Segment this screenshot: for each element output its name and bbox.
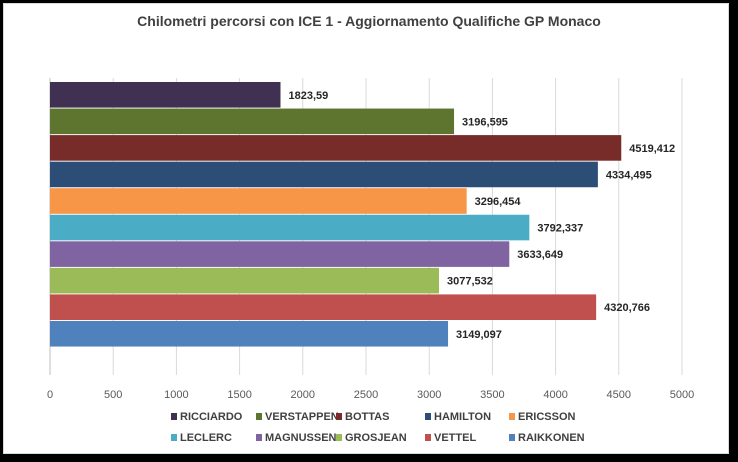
bar-magnussen [50,241,510,267]
x-tick-label: 2000 [291,389,315,401]
x-axis-ticks: 0 500 1000 1500 2000 2500 3000 3500 4000 4500 5000 [47,389,694,401]
legend-label: BOTTAS [345,411,389,423]
x-tick-label: 3500 [480,389,504,401]
data-labels: 1823,59 3196,595 4519,412 4334,495 3296,454 3… [289,90,676,341]
data-label-bottas: 4519,412 [629,143,675,155]
legend-swatch [171,413,177,420]
legend-label: RICCIARDO [180,411,243,423]
legend-swatch [425,434,431,441]
legend-swatch [425,413,431,420]
legend-swatch [171,434,177,441]
x-tick-label: 1000 [164,389,188,401]
x-tick-label: 1500 [227,389,251,401]
bar-hamilton [50,161,598,188]
legend-swatch [256,434,262,441]
bar-vettel [50,294,597,320]
bar-raikkonen [50,320,449,347]
x-tick-label: 4000 [543,389,567,401]
x-tick-label: 500 [104,389,122,401]
legend-swatch [509,413,515,420]
legend-label: LECLERC [180,432,232,444]
data-label-ericsson: 3296,454 [475,196,522,208]
legend-swatch [256,413,262,420]
legend-item-magnussen: MAGNUSSEN [256,432,337,444]
legend-swatch [509,434,515,441]
data-label-vettel: 4320,766 [604,302,650,314]
legend-item-verstappen: VERSTAPPEN [256,411,339,423]
legend-label: MAGNUSSEN [265,432,337,444]
legend-item-hamilton: HAMILTON [425,411,491,423]
legend-label: ERICSSON [518,411,576,423]
bar-ricciardo [50,82,281,108]
x-tick-label: 2500 [354,389,378,401]
bar-grosjean [50,267,440,294]
legend-item-ricciardo: RICCIARDO [171,411,243,423]
legend-item-raikkonen: RAIKKONEN [509,432,585,444]
legend-item-ericsson: ERICSSON [509,411,576,423]
x-tick-label: 0 [47,389,53,401]
legend-item-leclerc: LECLERC [171,432,232,444]
legend-swatch [336,434,342,441]
legend-item-bottas: BOTTAS [336,411,389,423]
x-tick-label: 4500 [607,389,631,401]
data-label-leclerc: 3792,337 [537,223,583,235]
legend-label: VETTEL [434,432,476,444]
data-label-grosjean: 3077,532 [447,276,493,288]
data-label-magnussen: 3633,649 [517,249,563,261]
data-label-ricciardo: 1823,59 [289,90,329,102]
x-tick-label: 3000 [417,389,441,401]
bar-bottas [50,135,622,161]
bars [50,82,622,347]
data-label-raikkonen: 3149,097 [456,329,502,341]
data-label-verstappen: 3196,595 [462,116,508,128]
x-tick-label: 5000 [670,389,694,401]
legend: RICCIARDO VERSTAPPEN BOTTAS HAMILTON ERICSSO… [171,411,585,444]
bar-leclerc [50,214,530,241]
legend-label: RAIKKONEN [518,432,585,444]
legend-swatch [336,413,342,420]
chart-title: Chilometri percorsi con ICE 1 - Aggiorna… [137,13,601,29]
legend-item-grosjean: GROSJEAN [336,432,407,444]
bar-verstappen [50,108,455,135]
legend-label: GROSJEAN [345,432,407,444]
bar-ericsson [50,188,467,214]
legend-label: VERSTAPPEN [265,411,339,423]
data-label-hamilton: 4334,495 [606,169,652,181]
legend-label: HAMILTON [434,411,491,423]
legend-item-vettel: VETTEL [425,432,476,444]
